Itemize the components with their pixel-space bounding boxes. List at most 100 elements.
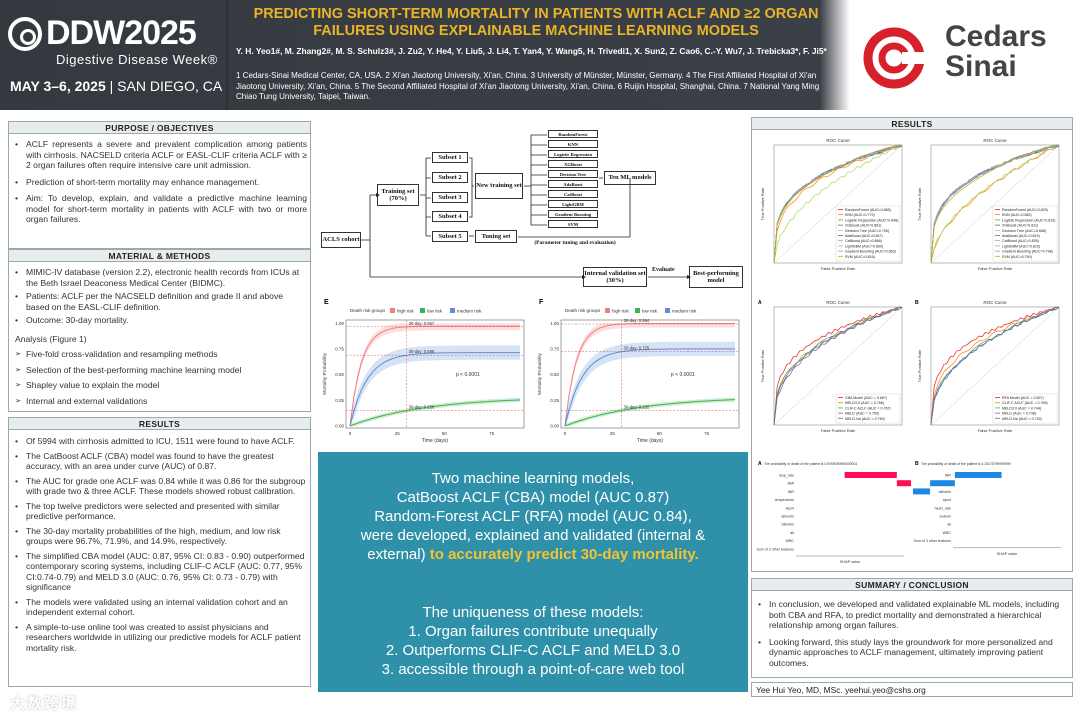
date-location: | SAN DIEGO, CA: [105, 78, 223, 94]
high-risk-line: [564, 323, 735, 427]
flow-subset: Subset 3: [432, 192, 468, 203]
takeaway-highlight: to accurately predict 30-day mortality.: [429, 546, 699, 563]
thirty-day-label: 30-day: 0.725: [624, 346, 650, 351]
flow-new-training: New training set: [475, 173, 523, 199]
poster-title: PREDICTING SHORT-TERM MORTALITY IN PATIE…: [253, 6, 819, 39]
shap-feature-label: INR: [788, 490, 795, 494]
flow-model: Decision Tree: [548, 170, 598, 178]
roc-legend-box: [835, 393, 901, 424]
analysis-label: Analysis (Figure 1): [15, 334, 87, 344]
shap-feature-label: Apo4: [943, 498, 951, 502]
takeaway-line: Random-Forest ACLF (RFA) model (AUC 0.84…: [374, 508, 692, 525]
shap-feature-label: sodium: [939, 515, 951, 519]
roc-legend-label: XGBoost (AUC=0.811): [1002, 224, 1038, 228]
summary-panel: SUMMARY / CONCLUSION In conclusion, we d…: [751, 578, 1073, 678]
date-bold: MAY 3–6, 2025: [10, 78, 106, 94]
roc-y-label: True Positive Rate: [760, 187, 765, 221]
ddw-logo-icon: [8, 16, 42, 51]
legend-swatch: [450, 308, 455, 313]
shap-bar: [896, 480, 911, 487]
shap-feature-label: Apo4: [786, 506, 794, 510]
low-risk-line: [564, 399, 736, 427]
legend-swatch: [390, 308, 395, 313]
high-risk-line: [349, 325, 520, 427]
key-takeaway-box: Two machine learning models, CatBoost AC…: [318, 452, 748, 692]
roc-legend-label: LightGBM (AUC=0.860): [845, 244, 883, 248]
results-item: The 30-day mortality probabilities of th…: [15, 526, 307, 547]
thirty-day-label: 30-day: 0.150: [409, 405, 435, 410]
cedars-line-1: Cedars: [945, 20, 1047, 53]
header-background: [0, 0, 1080, 110]
panel-letter: B: [915, 461, 919, 467]
shap-title: The probability of death of the patient …: [764, 462, 857, 466]
purpose-item: Aim: To develop, explain, and validate a…: [15, 193, 307, 225]
roc-legend-box: [992, 393, 1058, 424]
analysis-item: Internal and external validations: [15, 396, 307, 407]
y-tick: 0.25: [550, 398, 559, 403]
x-tick: 50: [442, 431, 448, 436]
flow-model: XGBoost: [548, 160, 598, 168]
x-axis-label: Time (days): [637, 438, 664, 444]
survival-plot-e: E Death risk groups high risk low risk mediu…: [322, 299, 525, 444]
medium-risk-line: [564, 348, 735, 427]
thirty-day-label: 30-day: 0.152: [624, 404, 650, 409]
roc-legend-label: RFA Model (AUC = 0.837): [1002, 396, 1044, 400]
roc-legend-label: MELD3.0 (AUC = 0.766): [845, 401, 884, 405]
roc-legend-label: RandomForest (AUC=0.865): [845, 208, 891, 212]
x-tick: 50: [657, 431, 663, 436]
legend-label: low risk: [642, 309, 658, 314]
purpose-list: ACLF represents a severe and prevalent c…: [15, 139, 307, 228]
watermark: 大数跨境: [10, 695, 79, 712]
x-tick: 75: [489, 431, 495, 436]
roc-curve-training: ROC Curve RandomForest (AUC=0.865)KNN (AU…: [760, 138, 903, 271]
purpose-item: ACLF represents a severe and prevalent c…: [15, 139, 307, 171]
x-tick: 0: [349, 431, 352, 436]
uniqueness-item: 3. accessible through a point-of-care we…: [381, 661, 685, 678]
authors: Y. H. Yeo1#, M. Zhang2#, M. S. Schulz3#,…: [236, 46, 827, 56]
shap-bar: [913, 488, 931, 495]
roc-legend-label: CBA Model (AUC = 0.867): [845, 396, 887, 400]
results-right-title: RESULTS: [752, 118, 1072, 130]
roc-legend-label: KNN (AUC=0.682): [1002, 213, 1032, 217]
roc-legend-label: AdaBoost (AUC=0.847): [845, 234, 883, 238]
medium-risk-band: [350, 345, 520, 426]
legend-label: high risk: [397, 309, 415, 314]
shap-feature-label: bilirubin: [939, 490, 951, 494]
flow-model: Logistic Regression: [548, 150, 598, 158]
legend-swatch: [605, 308, 610, 313]
roc-y-label: True Positive Rate: [760, 349, 765, 383]
roc-legend-label: MELD (AUC = 0.738): [1002, 412, 1036, 416]
legend-label: high risk: [612, 309, 630, 314]
shap-feature-label: WBC: [943, 531, 952, 535]
roc-legend-box: [835, 205, 901, 262]
p-value: p < 0.0001: [456, 372, 480, 378]
legend-title: Death risk groups: [565, 308, 601, 313]
flow-cohort: ACLS cohort: [321, 232, 361, 248]
roc-legend-label: Gradient Boosting (AUC=0.798): [1002, 250, 1053, 254]
roc-series-line: [930, 306, 1060, 426]
y-tick: 0.50: [550, 372, 559, 377]
medium-risk-band: [565, 341, 735, 426]
flow-model: Gradient Boosting: [548, 210, 598, 218]
panel-letter: F: [539, 299, 544, 306]
shap-feature-label: alt: [947, 523, 951, 527]
summary-item: Looking forward, this study lays the gro…: [758, 637, 1068, 669]
flow-connectors: [361, 134, 691, 279]
shap-waterfall-a: A The probability of death of the patient…: [756, 461, 911, 564]
contact-text: Yee Hui Yeo, MD, MSc. yeehui.yeo@cshs.or…: [756, 685, 926, 695]
roc-legend-label: Logistic Regression (AUC=0.815): [1002, 218, 1055, 222]
roc-series-line: [930, 144, 1060, 264]
roc-series-line: [773, 144, 903, 264]
thirty-day-label: 30-day: 0.994: [624, 318, 650, 323]
x-tick: 25: [395, 431, 401, 436]
shap-feature-label: Sum of 2 other features: [756, 547, 794, 551]
flow-model: AdaBoost: [548, 180, 598, 188]
roc-series-line: [930, 144, 1060, 264]
shap-feature-label: albumin: [781, 515, 794, 519]
shap-waterfall-b: B The probability of death of the patient…: [913, 461, 1061, 556]
flow-tuning: Tuning set: [475, 230, 517, 243]
roc-legend-label: MELD (AUC = 0.750): [845, 412, 879, 416]
roc-curve-cba: A ROC Curve CBA Model (AUC = 0.867)MELD3.0…: [758, 300, 903, 433]
legend-label: medium risk: [672, 309, 697, 314]
y-tick: 0.25: [335, 398, 344, 403]
